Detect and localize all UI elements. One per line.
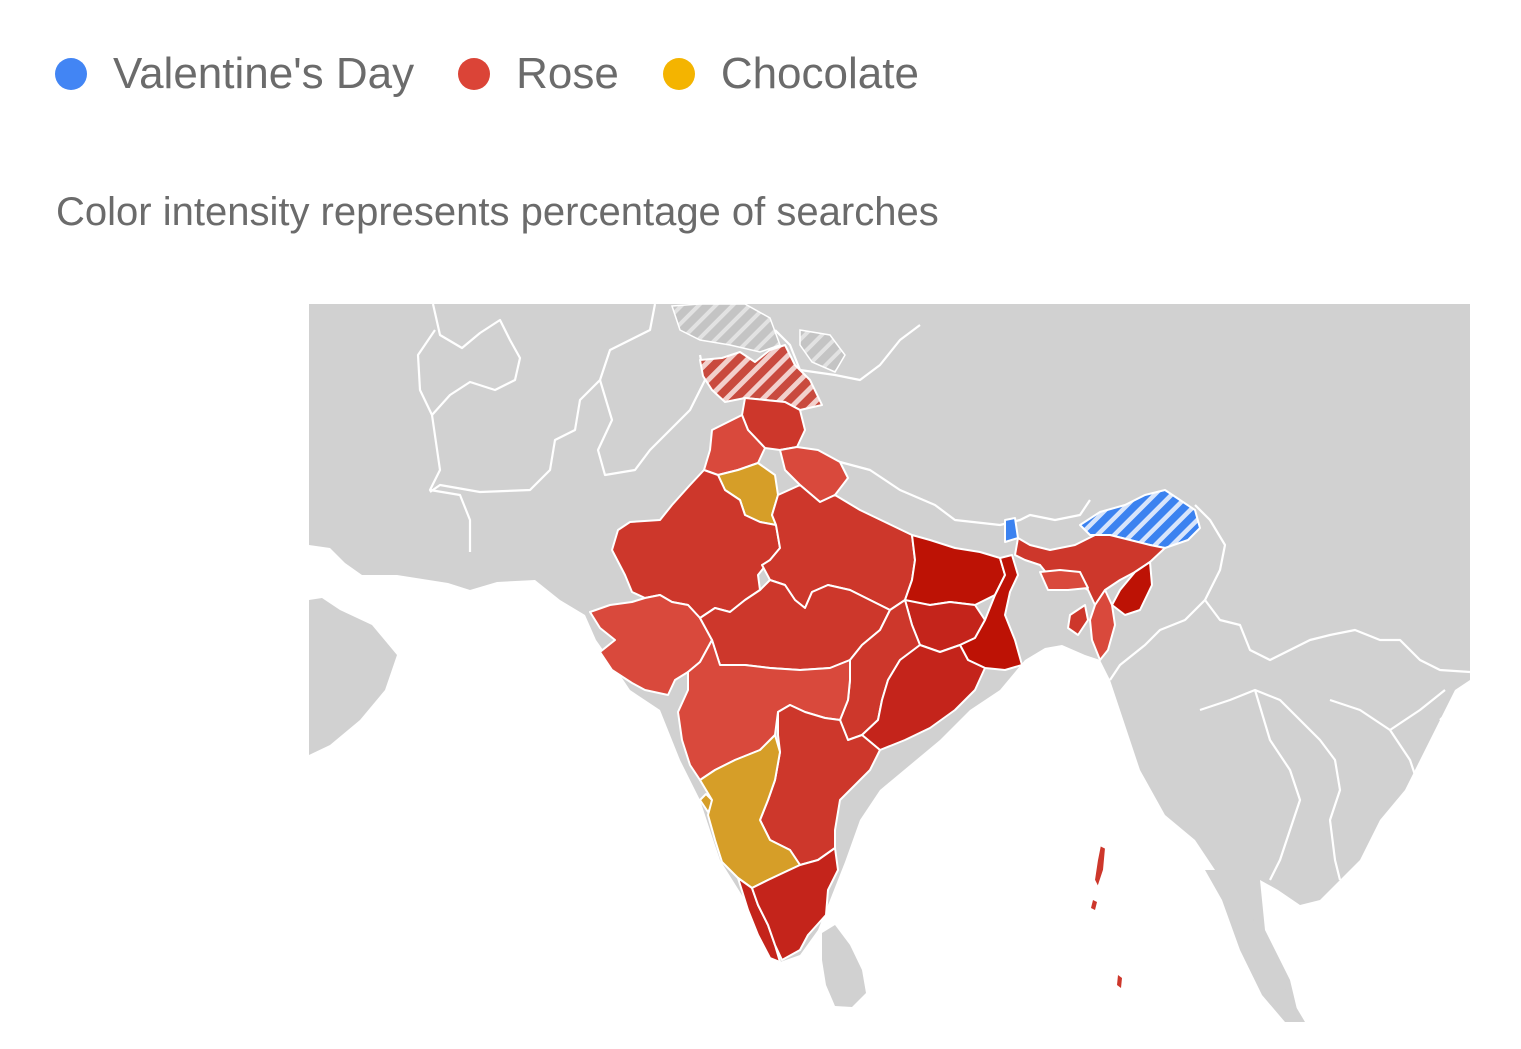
state-nagaland-manipur[interactable] bbox=[1111, 561, 1153, 616]
legend-item-chocolate[interactable]: Chocolate bbox=[662, 44, 919, 104]
choropleth-map[interactable] bbox=[309, 304, 1470, 1022]
legend-label: Chocolate bbox=[720, 49, 919, 98]
state-andaman-nicobar[interactable] bbox=[1093, 844, 1107, 889]
legend-label: Valentine's Day bbox=[113, 49, 415, 98]
map-subtitle: Color intensity represents percentage of… bbox=[56, 190, 939, 234]
state-sikkim[interactable] bbox=[1004, 517, 1019, 543]
land-arabia bbox=[309, 598, 397, 755]
state-tripura-mizoram[interactable] bbox=[1089, 589, 1116, 661]
state-tamil-nadu[interactable] bbox=[751, 847, 839, 961]
state-andaman-nicobar[interactable] bbox=[1117, 975, 1122, 988]
country-borders bbox=[416, 304, 1470, 881]
state-uttarakhand[interactable] bbox=[779, 446, 849, 503]
legend-item-rose[interactable]: Rose bbox=[458, 44, 619, 104]
state-west-bengal[interactable] bbox=[959, 554, 1023, 671]
land-sri-lanka bbox=[822, 925, 866, 1007]
state-odisha[interactable] bbox=[861, 644, 986, 751]
state-assam[interactable] bbox=[1014, 534, 1166, 606]
state-tripura[interactable] bbox=[1067, 604, 1089, 636]
sea bbox=[1260, 680, 1470, 1022]
legend-label: Rose bbox=[516, 49, 619, 98]
state-meghalaya[interactable] bbox=[1039, 569, 1089, 591]
state-andaman-nicobar[interactable] bbox=[1091, 900, 1097, 910]
land-malay-peninsula bbox=[1205, 870, 1305, 1022]
legend-item-valentines-day[interactable]: Valentine's Day bbox=[55, 44, 414, 104]
region-disputed-north bbox=[670, 304, 781, 353]
legend-dot-icon bbox=[458, 58, 491, 90]
sea bbox=[309, 545, 1290, 1022]
legend-dot-icon bbox=[662, 58, 695, 90]
legend-dot-icon bbox=[55, 58, 87, 90]
state-jammu-kashmir[interactable] bbox=[699, 344, 823, 411]
region-disputed-east bbox=[799, 329, 846, 373]
legend: Valentine's Day Rose Chocolate bbox=[55, 44, 963, 104]
state-karnataka[interactable] bbox=[699, 734, 801, 889]
map-container[interactable] bbox=[309, 304, 1470, 1022]
